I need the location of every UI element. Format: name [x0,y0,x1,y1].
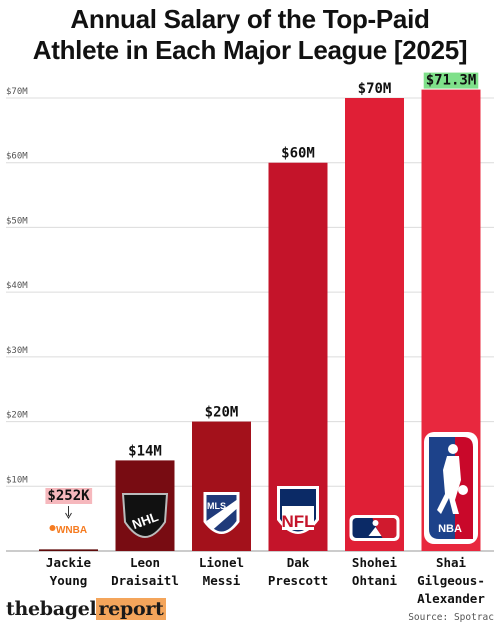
x-tick-label: Dak Prescott [268,555,328,588]
bar-group: $20M MLS Lionel Messi [192,405,251,588]
data-label: $60M [281,146,315,162]
bar-group: $60M NFL Dak Prescott [268,146,328,588]
x-tick-label: Leon Draisaitl [111,555,179,588]
mls-stripe [206,500,237,530]
x-tick-label-line: Young [50,573,88,588]
x-tick-label: Shohei Ohtani [352,555,398,588]
x-tick-label-line: Dak [287,555,310,570]
title-line-1: Annual Salary of the Top-Paid [70,4,430,34]
x-tick-label: Shai Gilgeous- Alexander [417,555,485,606]
x-tick-label-line: Alexander [417,591,485,606]
nba-logo-text: NBA [438,523,462,535]
chart-title: Annual Salary of the Top-Paid Athlete in… [0,4,500,66]
bar-group: $252K WNBA Jackie Young [39,488,98,588]
nhl-logo: NHL [121,493,169,538]
brand-logo: thebagel report [6,598,166,620]
x-tick-label-line: Messi [203,573,241,588]
mlb-logo-head [372,520,379,526]
data-label: $14M [128,443,162,459]
x-tick-label-line: Ohtani [352,573,398,588]
bar-group: $70M Shohei Ohtani [345,81,404,588]
x-tick-label-line: Leon [130,555,160,570]
x-tick-label-line: Draisaitl [111,573,179,588]
x-tick-label-line: Gilgeous- [417,573,485,588]
mls-text: MLS [207,501,226,511]
source-note: Source: Spotrac [408,612,494,623]
bar-group: $71.3M NBA Shai Gilgeous- Alexander [417,72,485,606]
nba-logo-head [448,444,458,454]
y-tick-label: $10M [6,475,28,485]
data-label: $70M [358,81,392,97]
x-tick-label-line: Lionel [199,555,244,570]
nba-logo-ball [458,485,468,495]
data-label-highlight [45,488,93,504]
label-arrow-head [65,512,72,519]
x-tick-label-line: Shai [436,555,467,570]
data-label: $20M [205,405,239,421]
x-tick-label-line: Prescott [268,573,328,588]
brand-part-1: thebagel [6,598,97,620]
x-tick-label-line: Shohei [352,555,398,570]
wnba-logo-ball [49,525,56,531]
data-label-highlight [423,72,479,89]
bar-group: $14M NHL Leon Draisaitl [111,443,179,588]
y-tick-label: $40M [6,281,28,291]
mls-logo: MLS [203,492,240,534]
bar [345,98,404,551]
y-tick-label: $20M [6,411,28,421]
bar [39,549,98,551]
x-tick-label: Jackie Young [46,555,92,588]
data-label: $71.3M [426,73,477,89]
y-tick-label: $60M [6,152,28,162]
title-line-2: Athlete in Each Major League [2025] [32,35,468,65]
nfl-text: NFL [281,512,314,531]
brand-part-2: report [96,598,166,620]
mlb-logo-body [368,527,382,536]
data-label: $252K [47,488,90,504]
y-tick-label: $70M [6,87,28,97]
y-tick-label: $30M [6,346,28,356]
nhl-shield [121,493,169,538]
nba-logo-silhouette [437,456,461,514]
wnba-logo-text: WNBA [56,525,87,536]
nba-logo: NBA [424,432,478,544]
y-tick-label: $50M [6,216,28,226]
mlb-logo [349,515,400,541]
nfl-white-band [282,506,314,530]
nfl-logo: NFL [277,486,319,534]
x-tick-label-line: Jackie [46,555,92,570]
wnba-logo: WNBA [49,525,87,536]
x-tick-label: Lionel Messi [199,555,244,588]
